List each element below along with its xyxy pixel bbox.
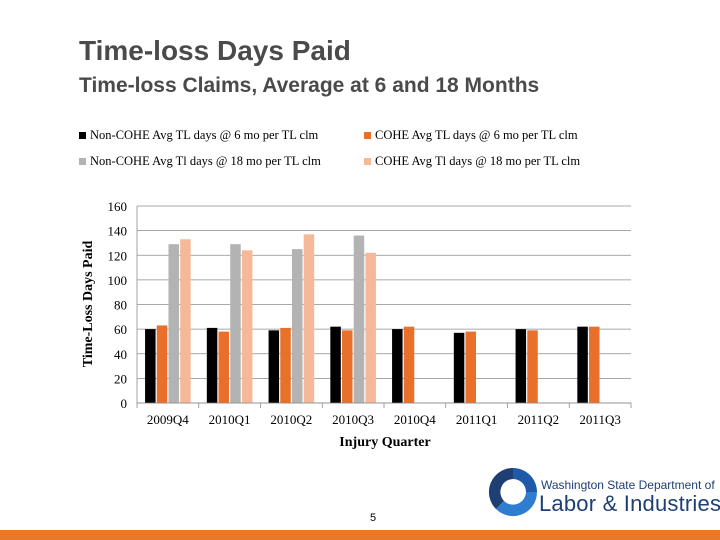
- legend-label: Non-COHE Avg TL days @ 6 mo per TL clm: [90, 128, 319, 142]
- x-axis-label: Injury Quarter: [339, 435, 430, 450]
- logo-emblem-icon: [488, 467, 538, 517]
- y-tick-label: 100: [108, 273, 128, 288]
- y-tick-label: 120: [108, 248, 128, 263]
- bar-2010Q3-series-4: [365, 252, 376, 403]
- bar-2010Q2-series-2: [280, 327, 291, 403]
- legend-label: COHE Avg Tl days @ 18 mo per TL clm: [375, 154, 581, 168]
- bar-2009Q4-series-2: [156, 325, 168, 403]
- legend-item-non-cohe-6: Non-COHE Avg TL days @ 6 mo per TL clm: [79, 128, 318, 143]
- bar-2010Q2-series-1: [268, 330, 280, 403]
- bar-2010Q3-series-1: [330, 326, 341, 403]
- x-tick-label: 2011Q1: [456, 412, 497, 427]
- x-tick-label: 2010Q1: [209, 412, 251, 427]
- y-axis-label: Time-Loss Days Paid: [81, 241, 96, 368]
- logo-text-agency: Labor & Industries: [539, 491, 720, 516]
- bar-2010Q1-series-1: [206, 327, 218, 403]
- y-tick-label: 20: [114, 371, 127, 386]
- bar-2011Q2-series-2: [527, 330, 538, 403]
- footer-bar: [0, 530, 720, 540]
- legend-item-cohe-6: COHE Avg TL days @ 6 mo per TL clm: [364, 128, 578, 143]
- legend-label: COHE Avg TL days @ 6 mo per TL clm: [375, 128, 578, 142]
- x-tick-label: 2011Q3: [579, 412, 620, 427]
- chart-legend: Non-COHE Avg TL days @ 6 mo per TL clm C…: [0, 0, 720, 200]
- legend-swatch: [79, 158, 86, 165]
- logo-text-department: Washington State Department of: [541, 478, 715, 492]
- x-tick-label: 2009Q4: [147, 412, 189, 427]
- legend-item-non-cohe-18: Non-COHE Avg Tl days @ 18 mo per TL clm: [79, 154, 321, 169]
- y-tick-label: 160: [108, 199, 128, 214]
- bar-2010Q1-series-4: [241, 250, 253, 403]
- y-tick-label: 0: [121, 396, 128, 411]
- bar-chart: 0 20 40 60 80 100 120 140 160 2009Q4 2010Q1 2010Q2 2…: [81, 199, 632, 450]
- x-tick-label: 2010Q4: [394, 412, 436, 427]
- slide-title: Time-loss Days Paid: [79, 35, 351, 66]
- bars: [145, 234, 600, 403]
- legend-item-cohe-18: COHE Avg Tl days @ 18 mo per TL clm: [364, 154, 580, 169]
- bar-2009Q4-series-3: [168, 244, 179, 403]
- bar-2010Q4-series-1: [392, 329, 403, 403]
- bar-2010Q1-series-3: [230, 244, 241, 403]
- bar-2011Q1-series-2: [465, 331, 477, 403]
- legend-label: Non-COHE Avg Tl days @ 18 mo per TL clm: [90, 154, 321, 168]
- bar-2010Q3-series-2: [342, 330, 353, 403]
- page-number: 5: [370, 512, 377, 524]
- bar-2009Q4-series-4: [180, 239, 191, 403]
- bar-2009Q4-series-1: [145, 329, 156, 403]
- x-tick-label: 2010Q3: [332, 412, 374, 427]
- y-tick-label: 140: [108, 224, 128, 239]
- axes: 0 20 40 60 80 100 120 140 160 2009Q4 2010Q1 2010Q2 2…: [108, 199, 632, 427]
- bar-2010Q3-series-3: [353, 235, 365, 403]
- y-tick-label: 60: [114, 322, 127, 337]
- bar-2010Q1-series-2: [218, 331, 230, 403]
- lni-logo: [486, 466, 711, 518]
- bar-2011Q3-series-2: [589, 326, 600, 403]
- y-tick-label: 40: [114, 347, 127, 362]
- legend-swatch: [79, 132, 86, 139]
- bar-2010Q2-series-3: [291, 249, 303, 403]
- x-tick-label: 2010Q2: [270, 412, 312, 427]
- slide-subtitle: Time-loss Claims, Average at 6 and 18 Mo…: [79, 74, 540, 97]
- x-tick-label: 2011Q2: [518, 412, 559, 427]
- bar-2011Q3-series-1: [577, 326, 588, 403]
- legend-swatch: [364, 158, 371, 165]
- bar-2011Q2-series-1: [515, 329, 527, 403]
- bar-2011Q1-series-1: [453, 332, 465, 403]
- y-tick-label: 80: [114, 298, 127, 313]
- bar-2010Q2-series-4: [303, 234, 315, 403]
- bar-2010Q4-series-2: [403, 326, 415, 403]
- legend-swatch: [364, 132, 371, 139]
